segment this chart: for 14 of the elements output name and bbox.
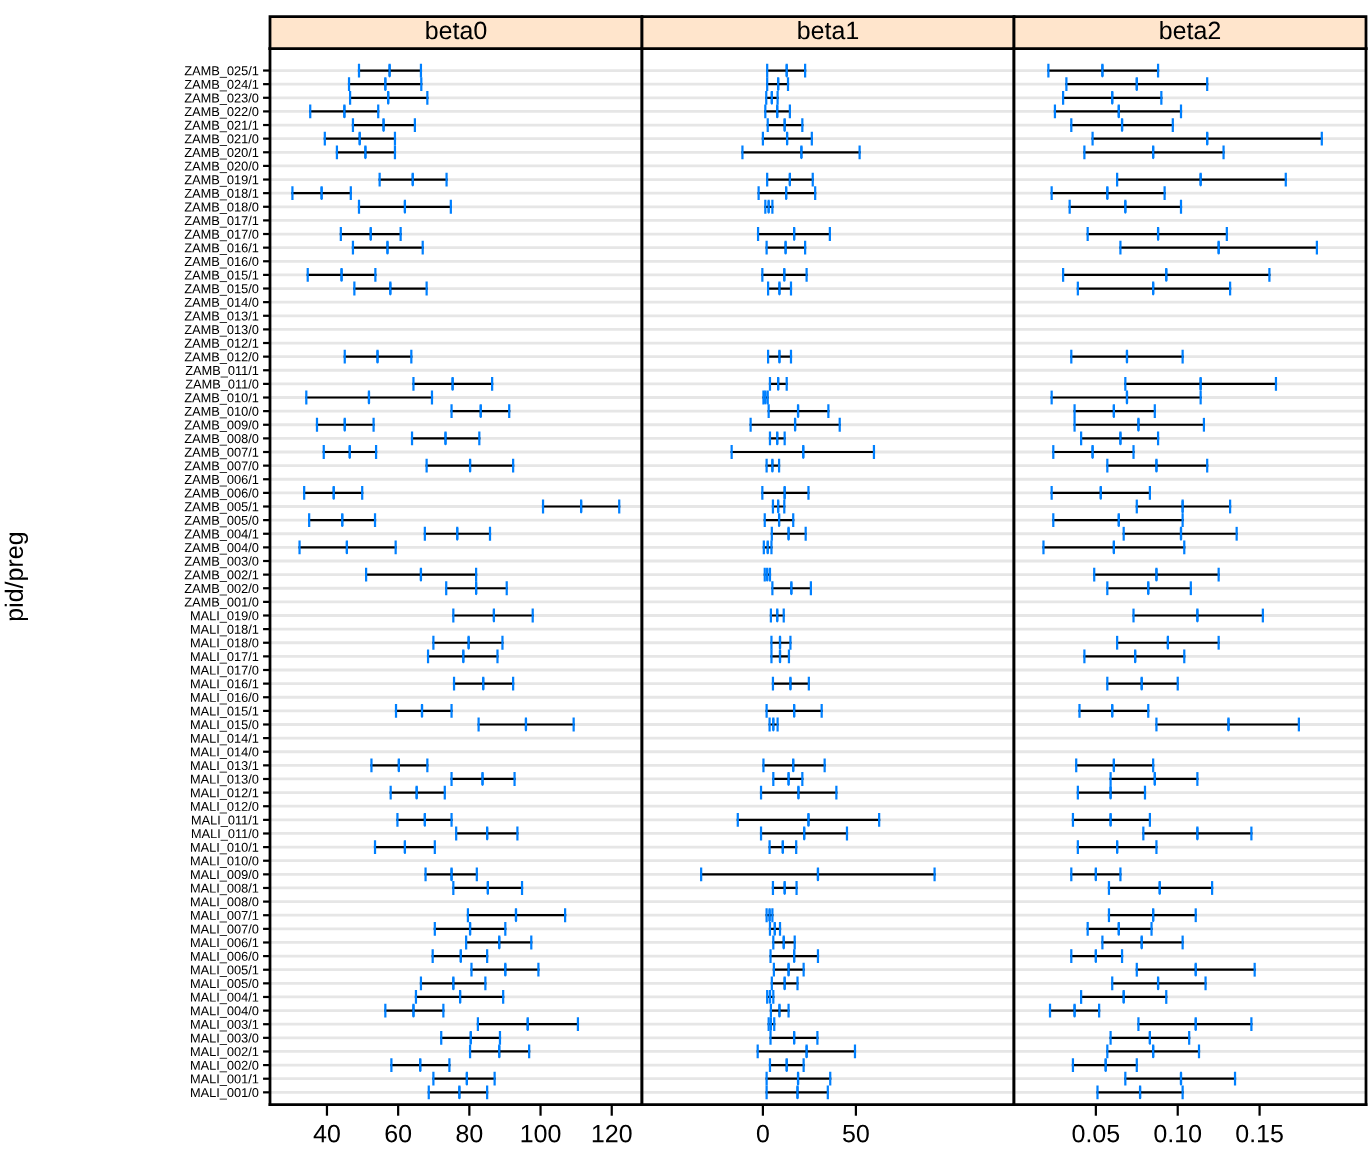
x-tick-label: 60 <box>385 1124 412 1143</box>
chart-title: beta2 <box>1160 20 1221 40</box>
y-axis-title: pid/preg <box>4 533 28 621</box>
x-tick-label: 0.05 <box>1072 1124 1120 1143</box>
x-tick-label: 0 <box>756 1124 769 1143</box>
x-tick-label: 0.10 <box>1154 1124 1202 1143</box>
x-tick-label: 100 <box>521 1124 561 1143</box>
x-tick-label: 40 <box>313 1124 340 1143</box>
x-tick-label: 0.15 <box>1236 1124 1283 1143</box>
x-tick-label: 120 <box>592 1124 632 1143</box>
x-tick-label: 50 <box>843 1124 869 1143</box>
chart-title: beta0 <box>426 20 487 40</box>
chart-title: beta1 <box>798 20 859 40</box>
x-tick-label: 80 <box>456 1124 483 1143</box>
